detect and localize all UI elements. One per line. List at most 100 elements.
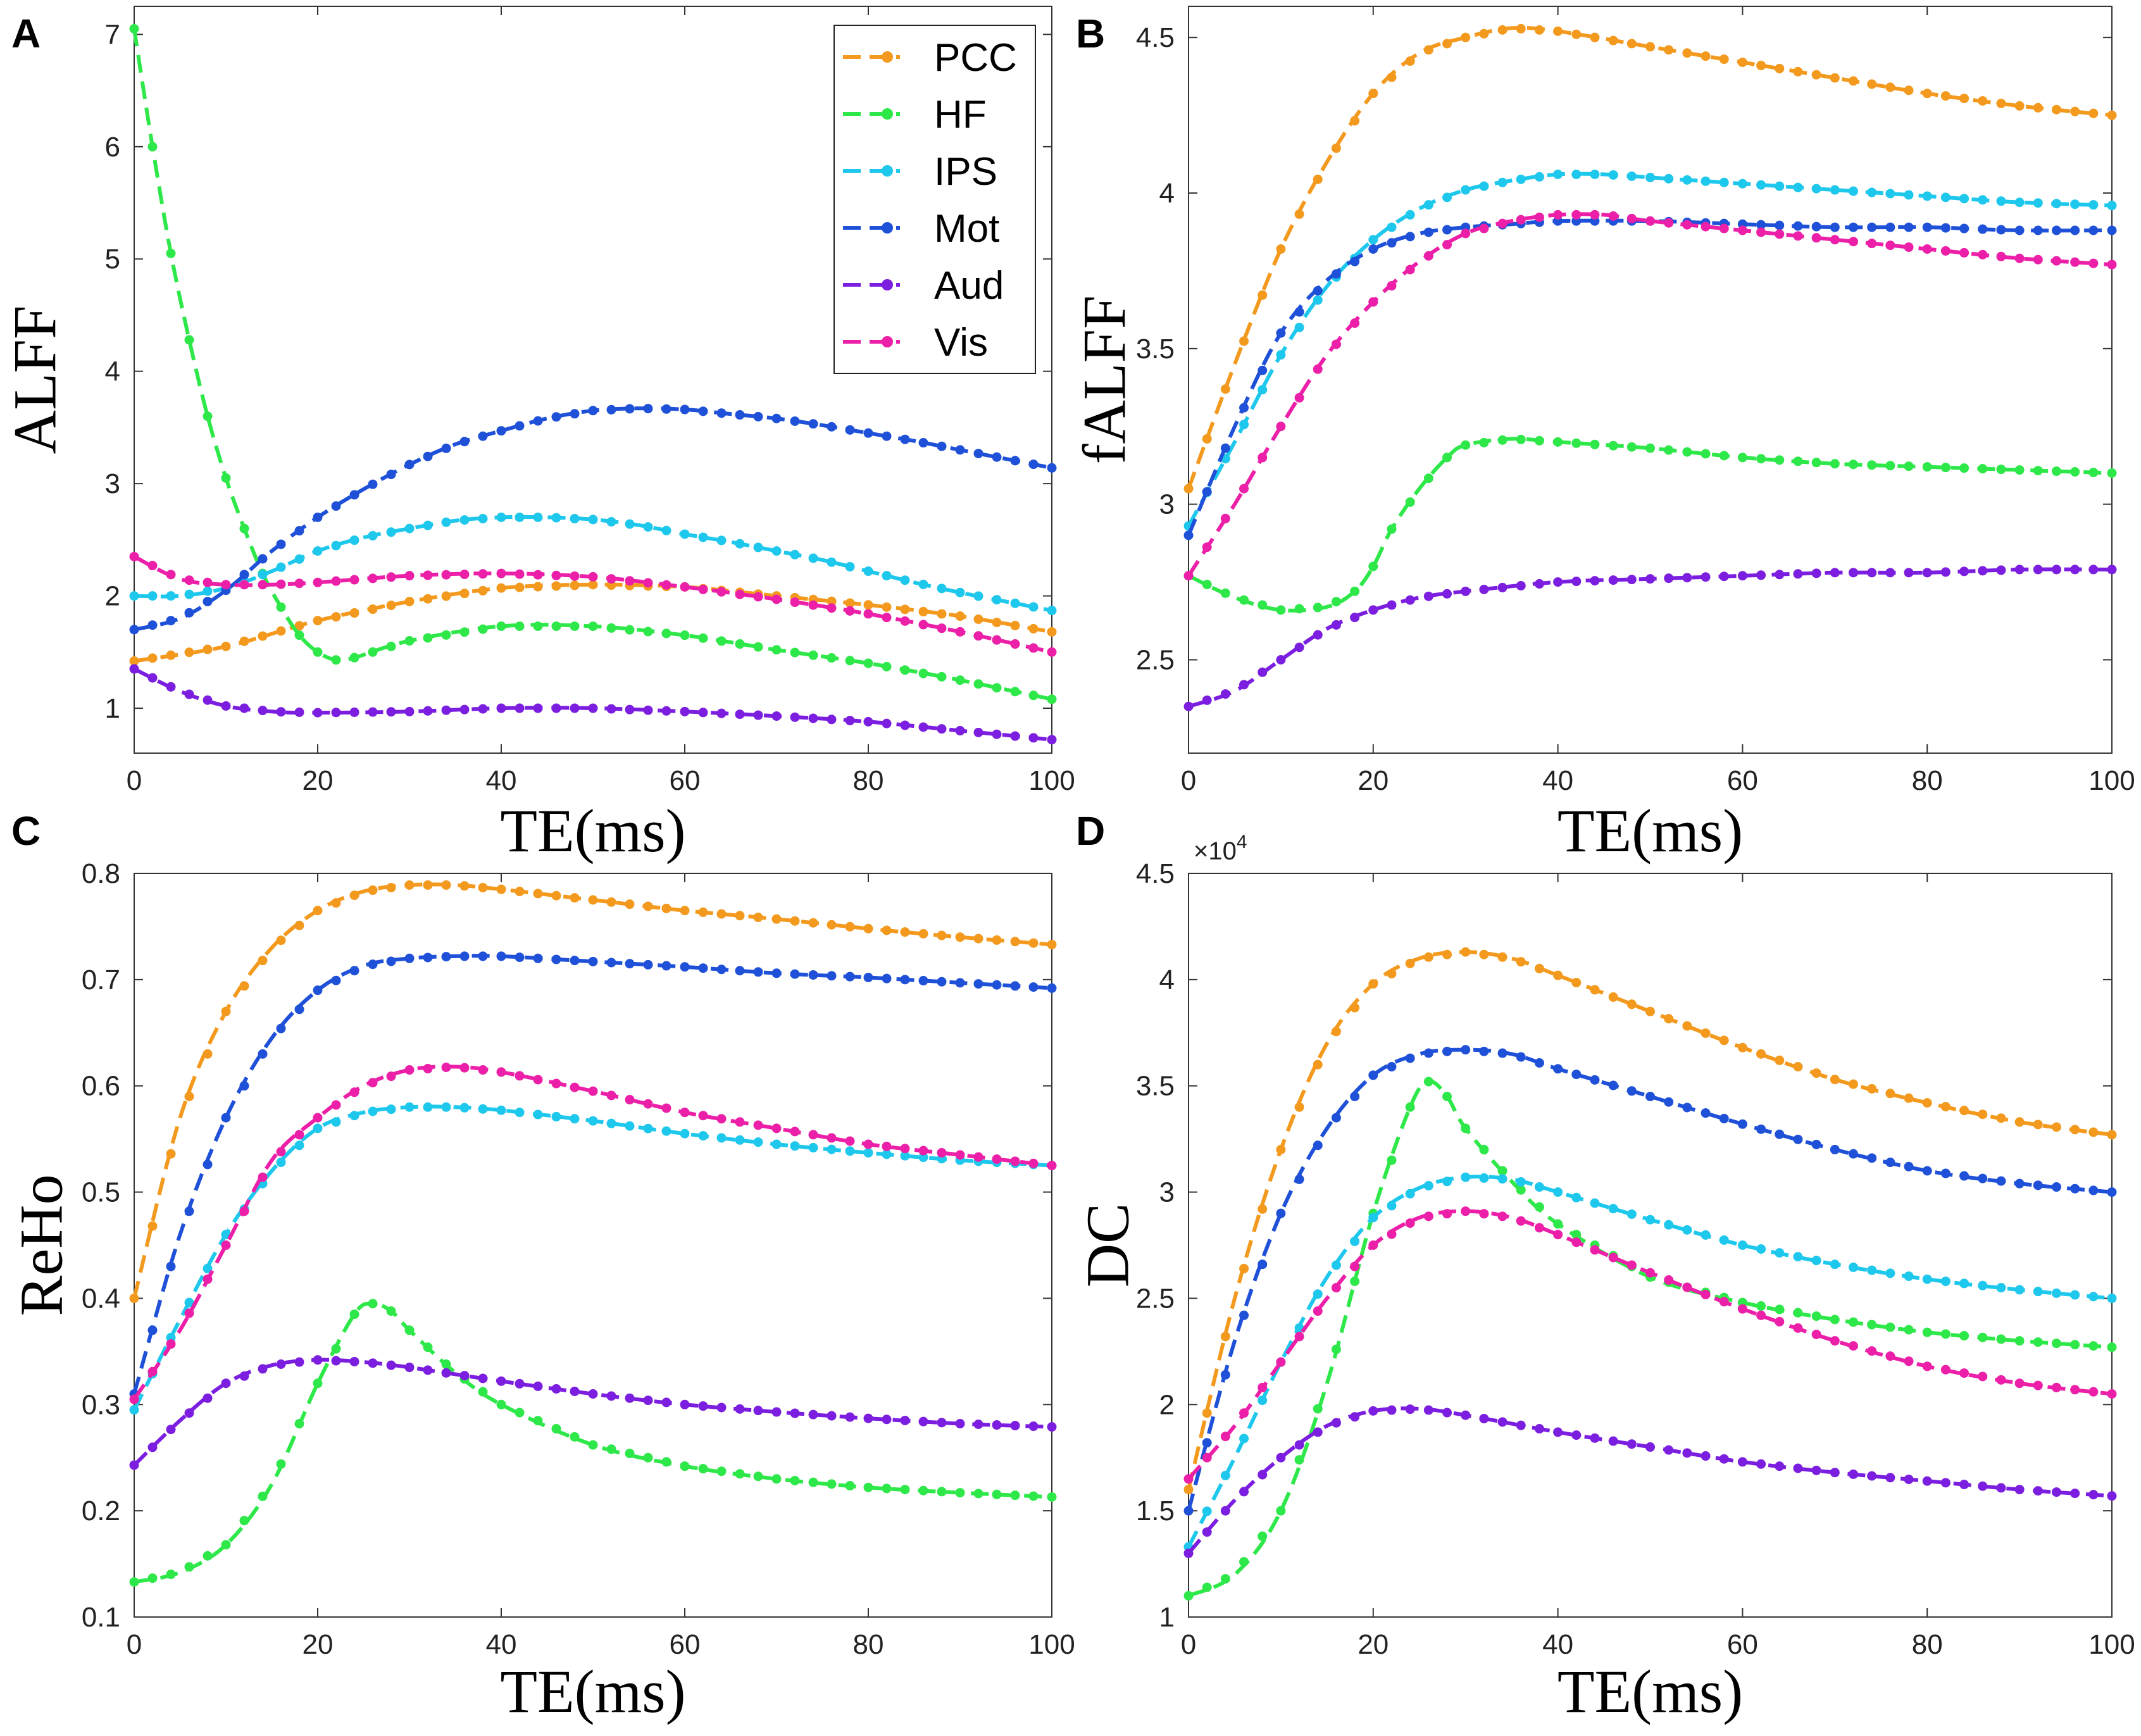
data-point <box>588 895 598 905</box>
data-point <box>313 577 323 587</box>
data-point <box>1645 1092 1655 1101</box>
data-point <box>1571 1192 1582 1202</box>
data-point <box>992 980 1002 990</box>
data-point <box>239 636 249 646</box>
data-point <box>515 952 525 963</box>
data-point <box>606 623 616 633</box>
data-point <box>1047 694 1057 704</box>
data-point <box>1276 328 1286 338</box>
data-point <box>992 1489 1002 1499</box>
data-point <box>1719 1035 1729 1046</box>
data-point <box>1867 1265 1877 1275</box>
data-point <box>276 626 286 636</box>
data-point <box>496 951 506 961</box>
data-point <box>955 726 965 736</box>
data-point <box>2107 1491 2117 1501</box>
data-point <box>129 23 139 34</box>
data-point <box>680 1399 690 1409</box>
data-point <box>239 1371 249 1381</box>
data-point <box>1756 570 1766 580</box>
x-tick-label: 0 <box>127 765 142 796</box>
data-point <box>1701 1108 1711 1118</box>
data-point <box>1682 175 1692 185</box>
data-point <box>2070 225 2080 235</box>
data-point <box>735 966 745 976</box>
data-point <box>1737 1119 1747 1129</box>
data-point <box>1461 185 1471 195</box>
data-point <box>1387 222 1397 232</box>
data-point <box>1811 222 1821 232</box>
data-point <box>1239 1263 1249 1273</box>
data-point <box>2014 1378 2025 1389</box>
data-point <box>258 1172 268 1182</box>
data-point <box>2051 565 2061 575</box>
data-point <box>753 592 763 602</box>
data-point <box>570 703 580 713</box>
legend-item-aud: Aud <box>843 264 1004 308</box>
series-line <box>1187 437 2113 613</box>
legend-item-pcc: PCC <box>843 36 1017 80</box>
data-point <box>882 571 892 581</box>
data-point <box>1571 438 1582 448</box>
data-point <box>1811 1311 1821 1321</box>
data-point <box>937 609 947 619</box>
data-point <box>533 953 543 963</box>
data-point <box>1626 1439 1637 1449</box>
y-tick-label: 0.7 <box>82 965 120 996</box>
data-point <box>1368 297 1378 307</box>
data-point <box>331 576 341 586</box>
data-point <box>937 623 947 634</box>
data-point <box>1571 1070 1582 1080</box>
legend-label: Vis <box>934 321 988 365</box>
series-mot <box>129 404 1057 635</box>
data-point <box>992 935 1002 945</box>
data-point <box>404 596 415 606</box>
data-point <box>1294 1455 1304 1465</box>
data-point <box>1830 185 1840 195</box>
data-point <box>349 1111 359 1121</box>
data-point <box>349 707 359 717</box>
data-point <box>882 602 892 612</box>
data-point <box>1775 229 1785 239</box>
data-point <box>882 925 892 935</box>
data-point <box>1387 968 1397 978</box>
data-point <box>1258 1204 1268 1214</box>
data-point <box>184 1562 194 1572</box>
data-point <box>1387 238 1397 248</box>
y-tick-label: 0.1 <box>82 1602 120 1633</box>
data-point <box>533 703 543 713</box>
data-point <box>1387 72 1397 82</box>
data-point <box>496 426 506 436</box>
data-point <box>955 675 965 685</box>
data-point <box>845 425 855 435</box>
data-point <box>735 410 745 420</box>
data-point <box>203 695 213 705</box>
data-point <box>386 956 396 966</box>
data-point <box>716 1133 727 1143</box>
data-point <box>882 431 892 441</box>
data-point <box>1701 1230 1711 1240</box>
data-point <box>1867 239 1877 249</box>
data-point <box>606 574 616 584</box>
data-point <box>1331 269 1341 279</box>
data-point <box>533 582 543 592</box>
data-point <box>1904 1325 1914 1335</box>
data-point <box>1885 1473 1895 1483</box>
data-point <box>294 707 304 717</box>
data-point <box>845 1481 855 1491</box>
data-point <box>515 421 525 431</box>
data-point <box>863 923 873 934</box>
data-point <box>1423 952 1433 962</box>
data-point <box>937 584 947 594</box>
data-point <box>2088 468 2099 478</box>
data-point <box>808 553 818 563</box>
data-point <box>1996 1375 2006 1385</box>
data-point <box>423 880 433 890</box>
data-point <box>349 966 359 976</box>
data-point <box>1516 23 1526 34</box>
data-point <box>276 539 286 549</box>
data-point <box>1405 209 1415 220</box>
data-point <box>735 1404 745 1414</box>
data-point <box>221 1240 231 1250</box>
